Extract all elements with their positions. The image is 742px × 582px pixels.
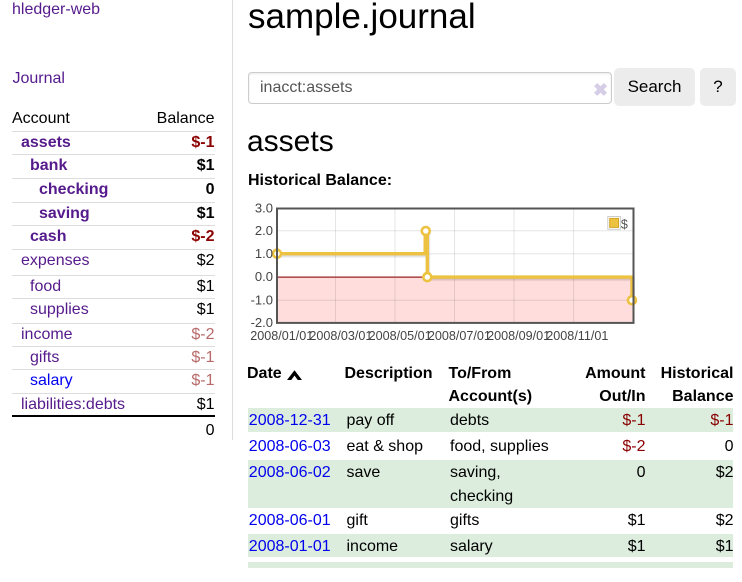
svg-text:2008/05/01: 2008/05/01 bbox=[369, 329, 432, 343]
svg-text:2008/09/01: 2008/09/01 bbox=[487, 329, 550, 343]
svg-text:$: $ bbox=[621, 217, 628, 231]
svg-text:1.0: 1.0 bbox=[255, 246, 273, 261]
svg-text:0.0: 0.0 bbox=[255, 269, 273, 284]
svg-text:-1.0: -1.0 bbox=[251, 292, 273, 307]
svg-text:2.0: 2.0 bbox=[255, 223, 273, 238]
svg-text:2008/07/01: 2008/07/01 bbox=[428, 329, 491, 343]
svg-text:2008/03/01: 2008/03/01 bbox=[309, 329, 372, 343]
svg-text:2008/01/01: 2008/01/01 bbox=[250, 329, 313, 343]
svg-text:2008/11/01: 2008/11/01 bbox=[546, 329, 608, 343]
svg-text:3.0: 3.0 bbox=[255, 201, 273, 216]
svg-text:-2.0: -2.0 bbox=[251, 315, 273, 330]
